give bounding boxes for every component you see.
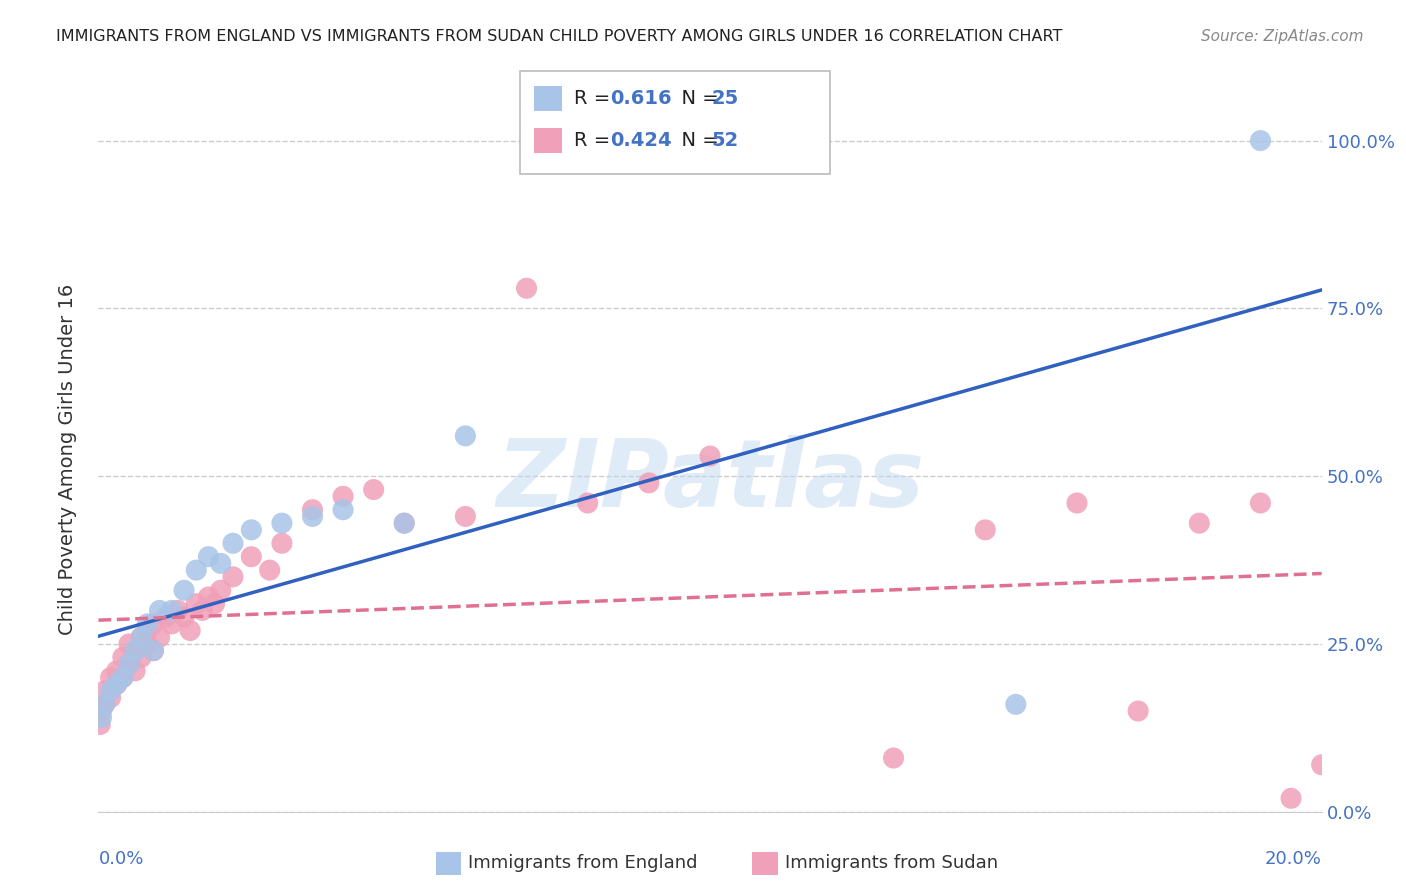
Point [454, 429, 477, 443]
Point [136, 624, 159, 638]
Text: 0.0%: 0.0% [98, 850, 143, 869]
Point [209, 583, 232, 598]
Point [136, 637, 159, 651]
Text: ZIPatlas: ZIPatlas [496, 434, 924, 526]
Point [301, 509, 323, 524]
Point [1066, 496, 1088, 510]
Text: IMMIGRANTS FROM ENGLAND VS IMMIGRANTS FROM SUDAN CHILD POVERTY AMONG GIRLS UNDER: IMMIGRANTS FROM ENGLAND VS IMMIGRANTS FR… [56, 29, 1063, 44]
Text: Immigrants from England: Immigrants from England [468, 855, 697, 872]
Point [222, 570, 245, 584]
Point [204, 597, 226, 611]
Point [1310, 757, 1333, 772]
Point [1249, 134, 1271, 148]
Point [270, 516, 292, 530]
Point [240, 549, 263, 564]
Point [332, 489, 354, 503]
Point [637, 475, 661, 490]
Point [1128, 704, 1150, 718]
Text: R =: R = [574, 131, 616, 151]
Point [100, 690, 122, 705]
Point [111, 671, 134, 685]
Point [197, 590, 219, 604]
Point [179, 624, 201, 638]
Text: 25: 25 [711, 88, 738, 108]
Point [392, 516, 416, 530]
Point [93, 684, 115, 698]
Point [1188, 516, 1211, 530]
Point [100, 671, 122, 685]
Point [129, 630, 152, 644]
Text: N =: N = [669, 88, 725, 108]
Point [93, 698, 115, 712]
Point [186, 597, 208, 611]
Point [392, 516, 416, 530]
Point [240, 523, 263, 537]
Point [124, 643, 146, 657]
Point [124, 643, 146, 657]
Point [142, 643, 165, 657]
Text: Source: ZipAtlas.com: Source: ZipAtlas.com [1201, 29, 1364, 44]
Point [100, 684, 122, 698]
Point [142, 643, 165, 657]
Text: 20.0%: 20.0% [1265, 850, 1322, 869]
Point [155, 610, 177, 624]
Point [105, 664, 128, 678]
Point [454, 509, 477, 524]
Point [516, 281, 538, 295]
Point [136, 616, 159, 631]
Point [270, 536, 292, 550]
Point [363, 483, 385, 497]
Point [129, 630, 152, 644]
Point [111, 671, 134, 685]
Point [197, 549, 219, 564]
Point [90, 704, 112, 718]
Point [160, 616, 183, 631]
Point [118, 657, 141, 671]
Point [105, 677, 128, 691]
Point [129, 650, 152, 665]
Text: Immigrants from Sudan: Immigrants from Sudan [785, 855, 998, 872]
Point [209, 557, 232, 571]
Text: 52: 52 [711, 131, 738, 151]
Y-axis label: Child Poverty Among Girls Under 16: Child Poverty Among Girls Under 16 [58, 284, 77, 635]
Point [160, 603, 183, 617]
Text: 0.424: 0.424 [610, 131, 672, 151]
Point [93, 698, 115, 712]
Text: R =: R = [574, 88, 616, 108]
Point [259, 563, 281, 577]
Point [883, 751, 905, 765]
Point [111, 650, 134, 665]
Point [974, 523, 997, 537]
Point [332, 502, 354, 516]
Point [142, 616, 165, 631]
Point [186, 563, 208, 577]
Point [301, 502, 323, 516]
Point [1004, 698, 1026, 712]
Point [1249, 496, 1271, 510]
Point [124, 664, 146, 678]
Point [576, 496, 599, 510]
Point [105, 677, 128, 691]
Point [89, 717, 111, 731]
Point [149, 630, 172, 644]
Point [118, 657, 141, 671]
Point [1279, 791, 1302, 805]
Point [191, 603, 214, 617]
Text: N =: N = [669, 131, 725, 151]
Point [167, 603, 190, 617]
Point [699, 449, 721, 463]
Point [149, 603, 172, 617]
Point [222, 536, 245, 550]
Point [173, 583, 195, 598]
Text: 0.616: 0.616 [610, 88, 672, 108]
Point [118, 637, 141, 651]
Point [173, 610, 195, 624]
Point [90, 711, 112, 725]
